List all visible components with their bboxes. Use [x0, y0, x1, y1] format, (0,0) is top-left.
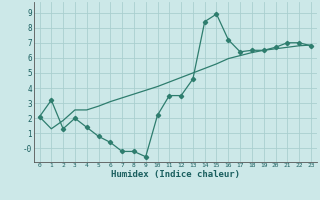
- X-axis label: Humidex (Indice chaleur): Humidex (Indice chaleur): [111, 170, 240, 179]
